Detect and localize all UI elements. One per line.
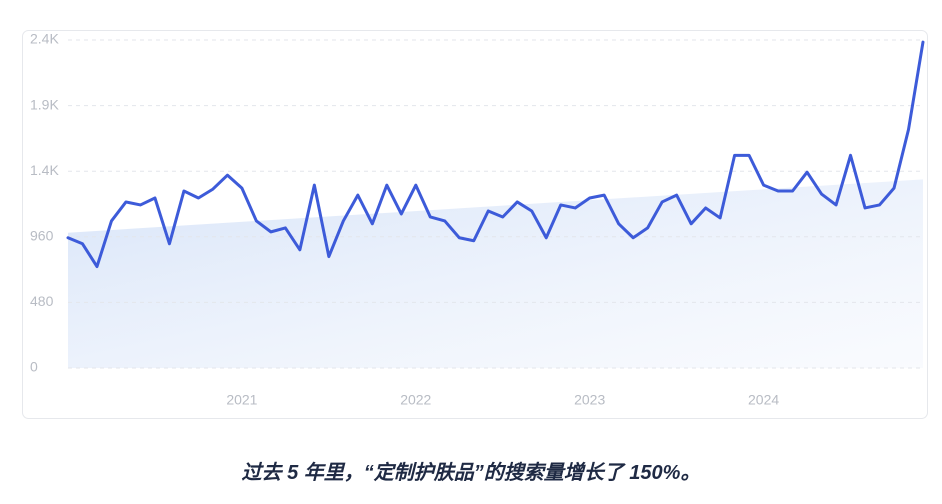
data-line — [66, 40, 925, 269]
card — [22, 30, 928, 419]
caption: 过去 5 年里，“定制护肤品”的搜索量增长了 150%。 — [241, 462, 701, 484]
chart: 0 480 960 1.4K 1.9K 2.4K 2021 2022 2023 2024 — [22, 30, 928, 419]
y-tick-label: 2.4K — [30, 31, 59, 47]
y-tick-label: 1.9K — [30, 96, 59, 112]
x-tick-label: 2021 — [226, 392, 257, 408]
x-tick-label: 2023 — [574, 392, 605, 408]
x-tick-label: 2024 — [748, 392, 779, 408]
y-tick-label: 0 — [30, 359, 38, 375]
y-tick-label: 480 — [30, 293, 54, 309]
trend-area — [68, 179, 923, 368]
y-tick-label: 960 — [30, 228, 54, 244]
y-tick-label: 1.4K — [30, 162, 59, 178]
x-tick-label: 2022 — [400, 392, 431, 408]
